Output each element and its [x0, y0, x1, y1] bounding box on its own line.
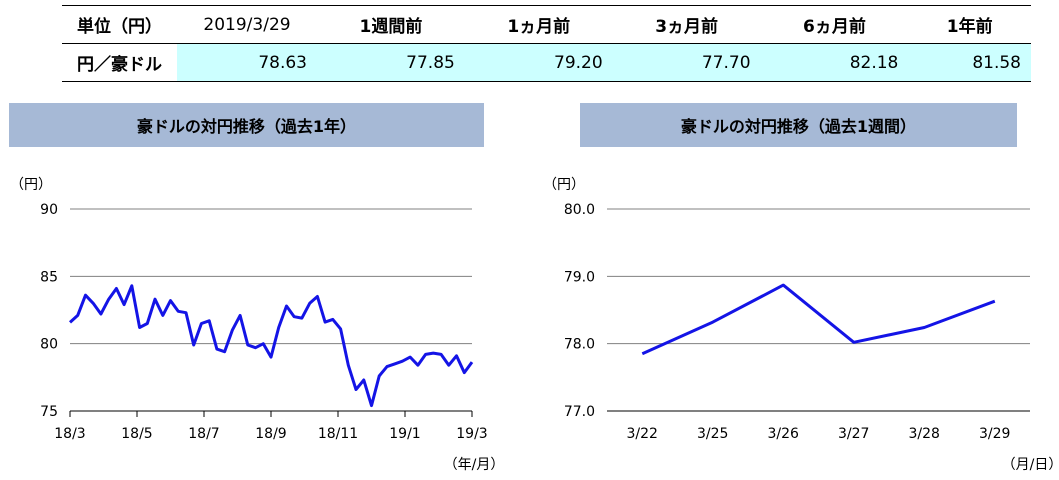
header-1-month: 1ヵ月前: [464, 5, 613, 44]
y-tick-label: 80: [40, 337, 58, 353]
x-tick-label: 3/26: [768, 426, 800, 442]
rate-table: 単位（円） 2019/3/29 1週間前 1ヵ月前 3ヵ月前 6ヵ月前 1年前 …: [62, 5, 1031, 82]
x-tick-label: 3/22: [627, 426, 658, 442]
y-tick-label: 79.0: [564, 269, 595, 285]
x-tick-label: 19/1: [389, 426, 420, 442]
x-tick-label: 18/7: [188, 426, 219, 442]
x-tick-label: 18/9: [255, 426, 286, 442]
x-tick-label: 3/28: [909, 426, 940, 442]
y-tick-label: 90: [40, 202, 58, 218]
value-1-week: 77.85: [317, 43, 465, 82]
x-tick-label: 3/27: [838, 426, 869, 442]
value-date: 78.63: [177, 43, 317, 82]
series-line: [641, 283, 996, 356]
y-unit-label: （円）: [10, 177, 52, 193]
y-unit-label: （円）: [543, 177, 585, 193]
header-1-week: 1週間前: [317, 5, 465, 44]
value-6-months: 82.18: [760, 43, 909, 82]
value-1-year: 81.58: [908, 43, 1031, 82]
y-tick-label: 80.0: [564, 202, 595, 218]
header-date: 2019/3/29: [177, 5, 317, 44]
x-tick-label: 18/11: [318, 426, 358, 442]
x-tick-label: 19/3: [456, 426, 487, 442]
rate-table-value-row: 円／豪ドル 78.63 77.85 79.20 77.70 82.18 81.5…: [62, 43, 1031, 82]
header-6-months: 6ヵ月前: [760, 5, 909, 44]
header-1-year: 1年前: [908, 5, 1031, 44]
value-3-months: 77.70: [612, 43, 761, 82]
header-unit: 単位（円）: [62, 5, 177, 44]
rate-table-header-row: 単位（円） 2019/3/29 1週間前 1ヵ月前 3ヵ月前 6ヵ月前 1年前: [62, 5, 1031, 44]
y-tick-label: 75: [40, 404, 58, 420]
x-unit-label: （月/日）: [1002, 457, 1059, 473]
x-unit-label: （年/月）: [444, 457, 505, 473]
y-tick-label: 77.0: [564, 404, 595, 420]
y-tick-label: 85: [40, 269, 58, 285]
value-1-month: 79.20: [464, 43, 613, 82]
x-tick-label: 3/25: [697, 426, 728, 442]
chart-1-title: 豪ドルの対円推移（過去1年）: [9, 103, 484, 147]
x-tick-label: 18/5: [121, 426, 152, 442]
chart-2-title: 豪ドルの対円推移（過去1週間）: [580, 103, 1017, 147]
x-tick-label: 3/29: [979, 426, 1010, 442]
x-tick-label: 18/3: [54, 426, 85, 442]
header-3-months: 3ヵ月前: [612, 5, 761, 44]
series-line: [68, 284, 474, 408]
y-tick-label: 78.0: [564, 337, 595, 353]
row-label: 円／豪ドル: [62, 43, 177, 82]
